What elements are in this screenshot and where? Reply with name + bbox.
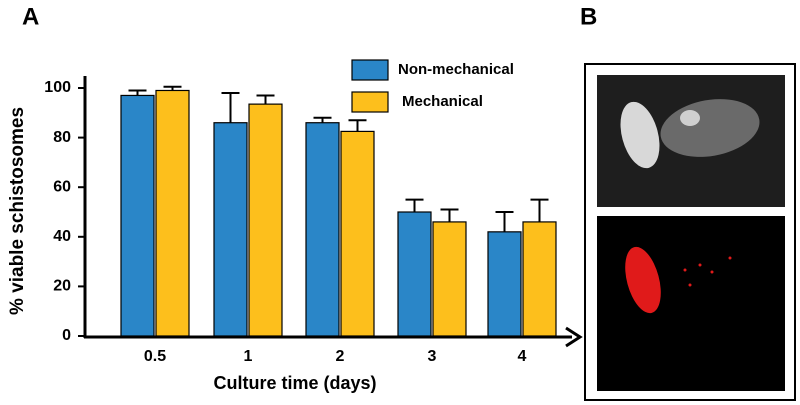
stain-dot	[698, 263, 702, 267]
bar	[213, 122, 248, 337]
legend-label: Non-mechanical	[398, 61, 514, 78]
panel-label: A	[22, 3, 39, 30]
worm-detail	[680, 110, 700, 126]
x-tick-label: 0.5	[144, 348, 166, 365]
x-tick-label: 1	[244, 348, 253, 365]
legend-swatch	[351, 59, 389, 81]
bar	[305, 122, 340, 337]
stain-dot	[683, 268, 687, 272]
x-tick-label: 2	[336, 348, 345, 365]
y-tick-label: 40	[53, 228, 71, 245]
y-tick-label: 100	[44, 79, 71, 96]
y-tick-label: 20	[53, 278, 71, 295]
worm	[620, 101, 660, 169]
legend-label: Mechanical	[402, 93, 483, 110]
x-tick-label: 3	[428, 348, 437, 365]
y-axis-title: % viable schistosomes	[7, 107, 28, 315]
stain-dot	[710, 270, 714, 274]
y-tick-label: 80	[53, 129, 71, 146]
stain-dot	[728, 256, 732, 260]
axis-arrow	[565, 326, 583, 348]
bar	[432, 221, 467, 337]
panel-label: B	[580, 3, 597, 30]
stained-worm	[625, 246, 661, 314]
bar	[397, 211, 432, 337]
bar	[120, 94, 155, 337]
bar	[340, 130, 375, 337]
y-tick-label: 60	[53, 178, 71, 195]
bar	[522, 221, 557, 337]
panel-b	[584, 63, 796, 401]
x-tick-label: 4	[518, 348, 527, 365]
x-axis-title: Culture time (days)	[213, 373, 376, 393]
bar	[487, 231, 522, 337]
y-tick-label: 0	[62, 327, 71, 344]
bar	[248, 103, 283, 337]
legend-swatch	[351, 91, 389, 113]
micrograph	[597, 216, 785, 391]
bar	[155, 89, 190, 337]
stain-dot	[688, 283, 692, 287]
